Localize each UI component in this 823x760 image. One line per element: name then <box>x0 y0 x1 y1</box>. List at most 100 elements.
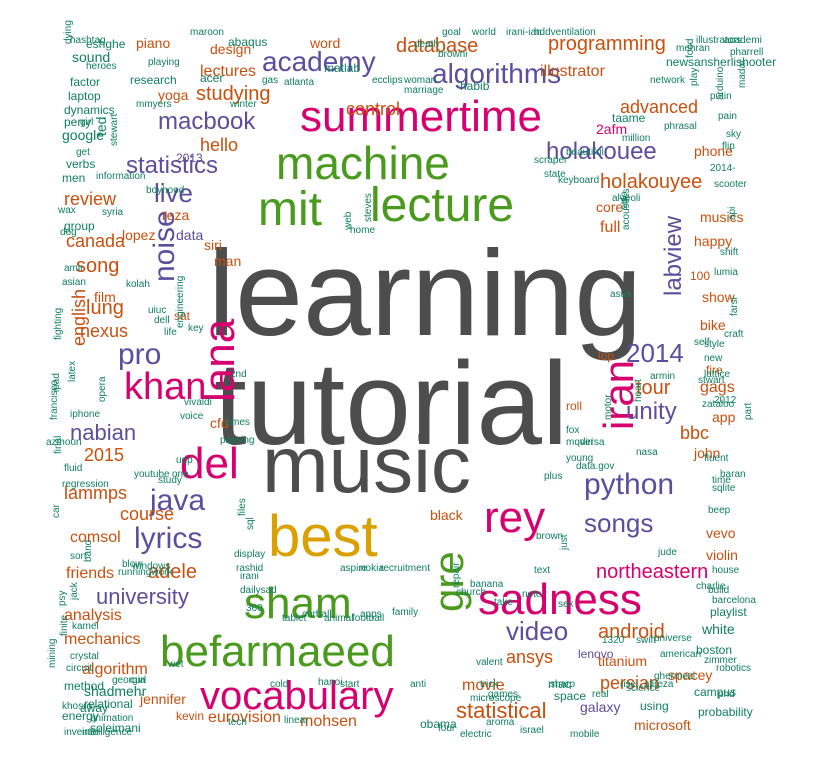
cloud-word: psy <box>57 590 68 606</box>
cloud-word: church <box>456 587 487 598</box>
cloud-word: sqlite <box>712 483 736 494</box>
cloud-word: microscope <box>470 693 522 704</box>
cloud-word: armin <box>650 371 676 382</box>
cloud-word: girl <box>80 117 94 128</box>
cloud-word: labview <box>660 215 687 296</box>
cloud-word: winter <box>230 99 257 110</box>
cloud-word: roll <box>566 399 583 413</box>
cloud-word: lectures <box>200 63 257 80</box>
cloud-word: boyhood <box>146 185 185 196</box>
cloud-word: animation <box>90 713 134 724</box>
cloud-word: sql <box>245 517 256 530</box>
cloud-word: method <box>64 679 105 693</box>
cloud-word: unity <box>626 398 677 425</box>
cloud-word: scooter <box>714 179 747 190</box>
cloud-word: stwart <box>698 375 725 386</box>
cloud-word: shadmehr <box>84 683 147 699</box>
cloud-word: algorithm <box>82 661 148 678</box>
cloud-word: key <box>188 323 204 334</box>
cloud-word: siri <box>204 237 222 253</box>
cloud-word: summertime <box>300 92 543 141</box>
cloud-word: maroon <box>190 27 224 38</box>
cloud-word: play <box>689 67 700 86</box>
cloud-word: zimmer <box>704 655 737 666</box>
cloud-word: app <box>712 409 736 425</box>
cloud-word: jack <box>69 582 80 600</box>
cloud-word: life <box>164 327 177 338</box>
cloud-word: tutorial <box>214 338 569 470</box>
cloud-word: matlab <box>324 61 361 75</box>
cloud-word: beautiful <box>566 147 604 158</box>
cloud-word: fire <box>706 363 723 377</box>
cloud-word: files <box>237 498 248 516</box>
cloud-word: algorithms <box>432 58 562 89</box>
cloud-word: note <box>522 589 542 600</box>
cloud-word: 360 <box>246 603 263 614</box>
cloud-word: versa <box>580 437 605 448</box>
cloud-word: dell <box>154 315 170 326</box>
cloud-word: lumia <box>714 267 738 278</box>
cloud-word: song <box>76 255 120 277</box>
cloud-word: spacey <box>668 667 713 683</box>
cloud-word: holakouee <box>546 138 657 165</box>
cloud-word: home <box>350 225 376 236</box>
cloud-word: israel <box>520 725 544 736</box>
cloud-word: ecclips <box>372 75 403 86</box>
cloud-word: marriage <box>404 85 444 96</box>
cloud-word: phrasal <box>664 121 697 132</box>
cloud-word: get <box>76 147 90 158</box>
cloud-word: science <box>626 683 660 694</box>
cloud-word: galaxy <box>580 699 621 715</box>
cloud-word: 2015 <box>84 445 125 465</box>
cloud-word: core <box>596 199 624 215</box>
cloud-word: putin <box>710 91 732 102</box>
cloud-word: bbc <box>680 423 710 443</box>
cloud-word: nokia <box>360 563 384 574</box>
cloud-word: mobile <box>570 729 600 740</box>
cloud-word: steves <box>363 193 374 222</box>
cloud-word: world <box>472 27 496 38</box>
cloud-word: madar <box>737 59 748 88</box>
cloud-word: sex <box>558 599 574 610</box>
cloud-word: recruitment <box>380 563 431 574</box>
cloud-word: taame <box>612 111 646 125</box>
cloud-word: asus <box>610 289 632 300</box>
cloud-word: nexus <box>80 321 129 341</box>
cloud-word: macbook <box>158 108 256 135</box>
cloud-word: american <box>660 649 702 660</box>
cloud-word: del <box>180 439 239 488</box>
cloud-word: mac <box>548 677 571 691</box>
cloud-word: sharp <box>550 679 576 690</box>
cloud-word: dog <box>60 227 77 238</box>
cloud-word: relational <box>84 697 133 711</box>
cloud-word: alveoli <box>612 193 641 204</box>
cloud-word: mehran <box>676 43 710 54</box>
cloud-word: million <box>622 133 651 144</box>
cloud-word: blow <box>122 559 143 570</box>
cloud-word: jennifer <box>140 691 186 707</box>
cloud-word: phd <box>718 689 735 700</box>
cloud-word: opera <box>97 376 108 402</box>
cloud-word: machine <box>276 137 450 189</box>
cloud-word: lop <box>598 349 615 363</box>
cloud-word: build <box>708 585 730 596</box>
cloud-word: baran <box>720 469 746 480</box>
cloud-word: keyboard <box>558 175 600 186</box>
cloud-word: lenovo <box>578 647 614 661</box>
cloud-word: car <box>51 504 62 518</box>
cloud-word: asian <box>62 277 86 288</box>
cloud-word: latex <box>67 360 78 382</box>
cloud-word: text <box>534 565 551 576</box>
cloud-word: acer <box>200 71 224 85</box>
cloud-word: network <box>650 75 686 86</box>
cloud-word: space <box>554 689 587 703</box>
cloud-word: habib <box>460 79 490 93</box>
cloud-word: lecture <box>370 179 515 232</box>
cloud-word: man <box>214 253 242 269</box>
cloud-word: take <box>494 597 513 608</box>
cloud-word: microsoft <box>634 717 691 733</box>
cloud-word: learning <box>208 225 643 361</box>
cloud-word: nabian <box>70 420 137 445</box>
cloud-word: valent <box>476 657 503 668</box>
cloud-word: youtube <box>134 469 170 480</box>
